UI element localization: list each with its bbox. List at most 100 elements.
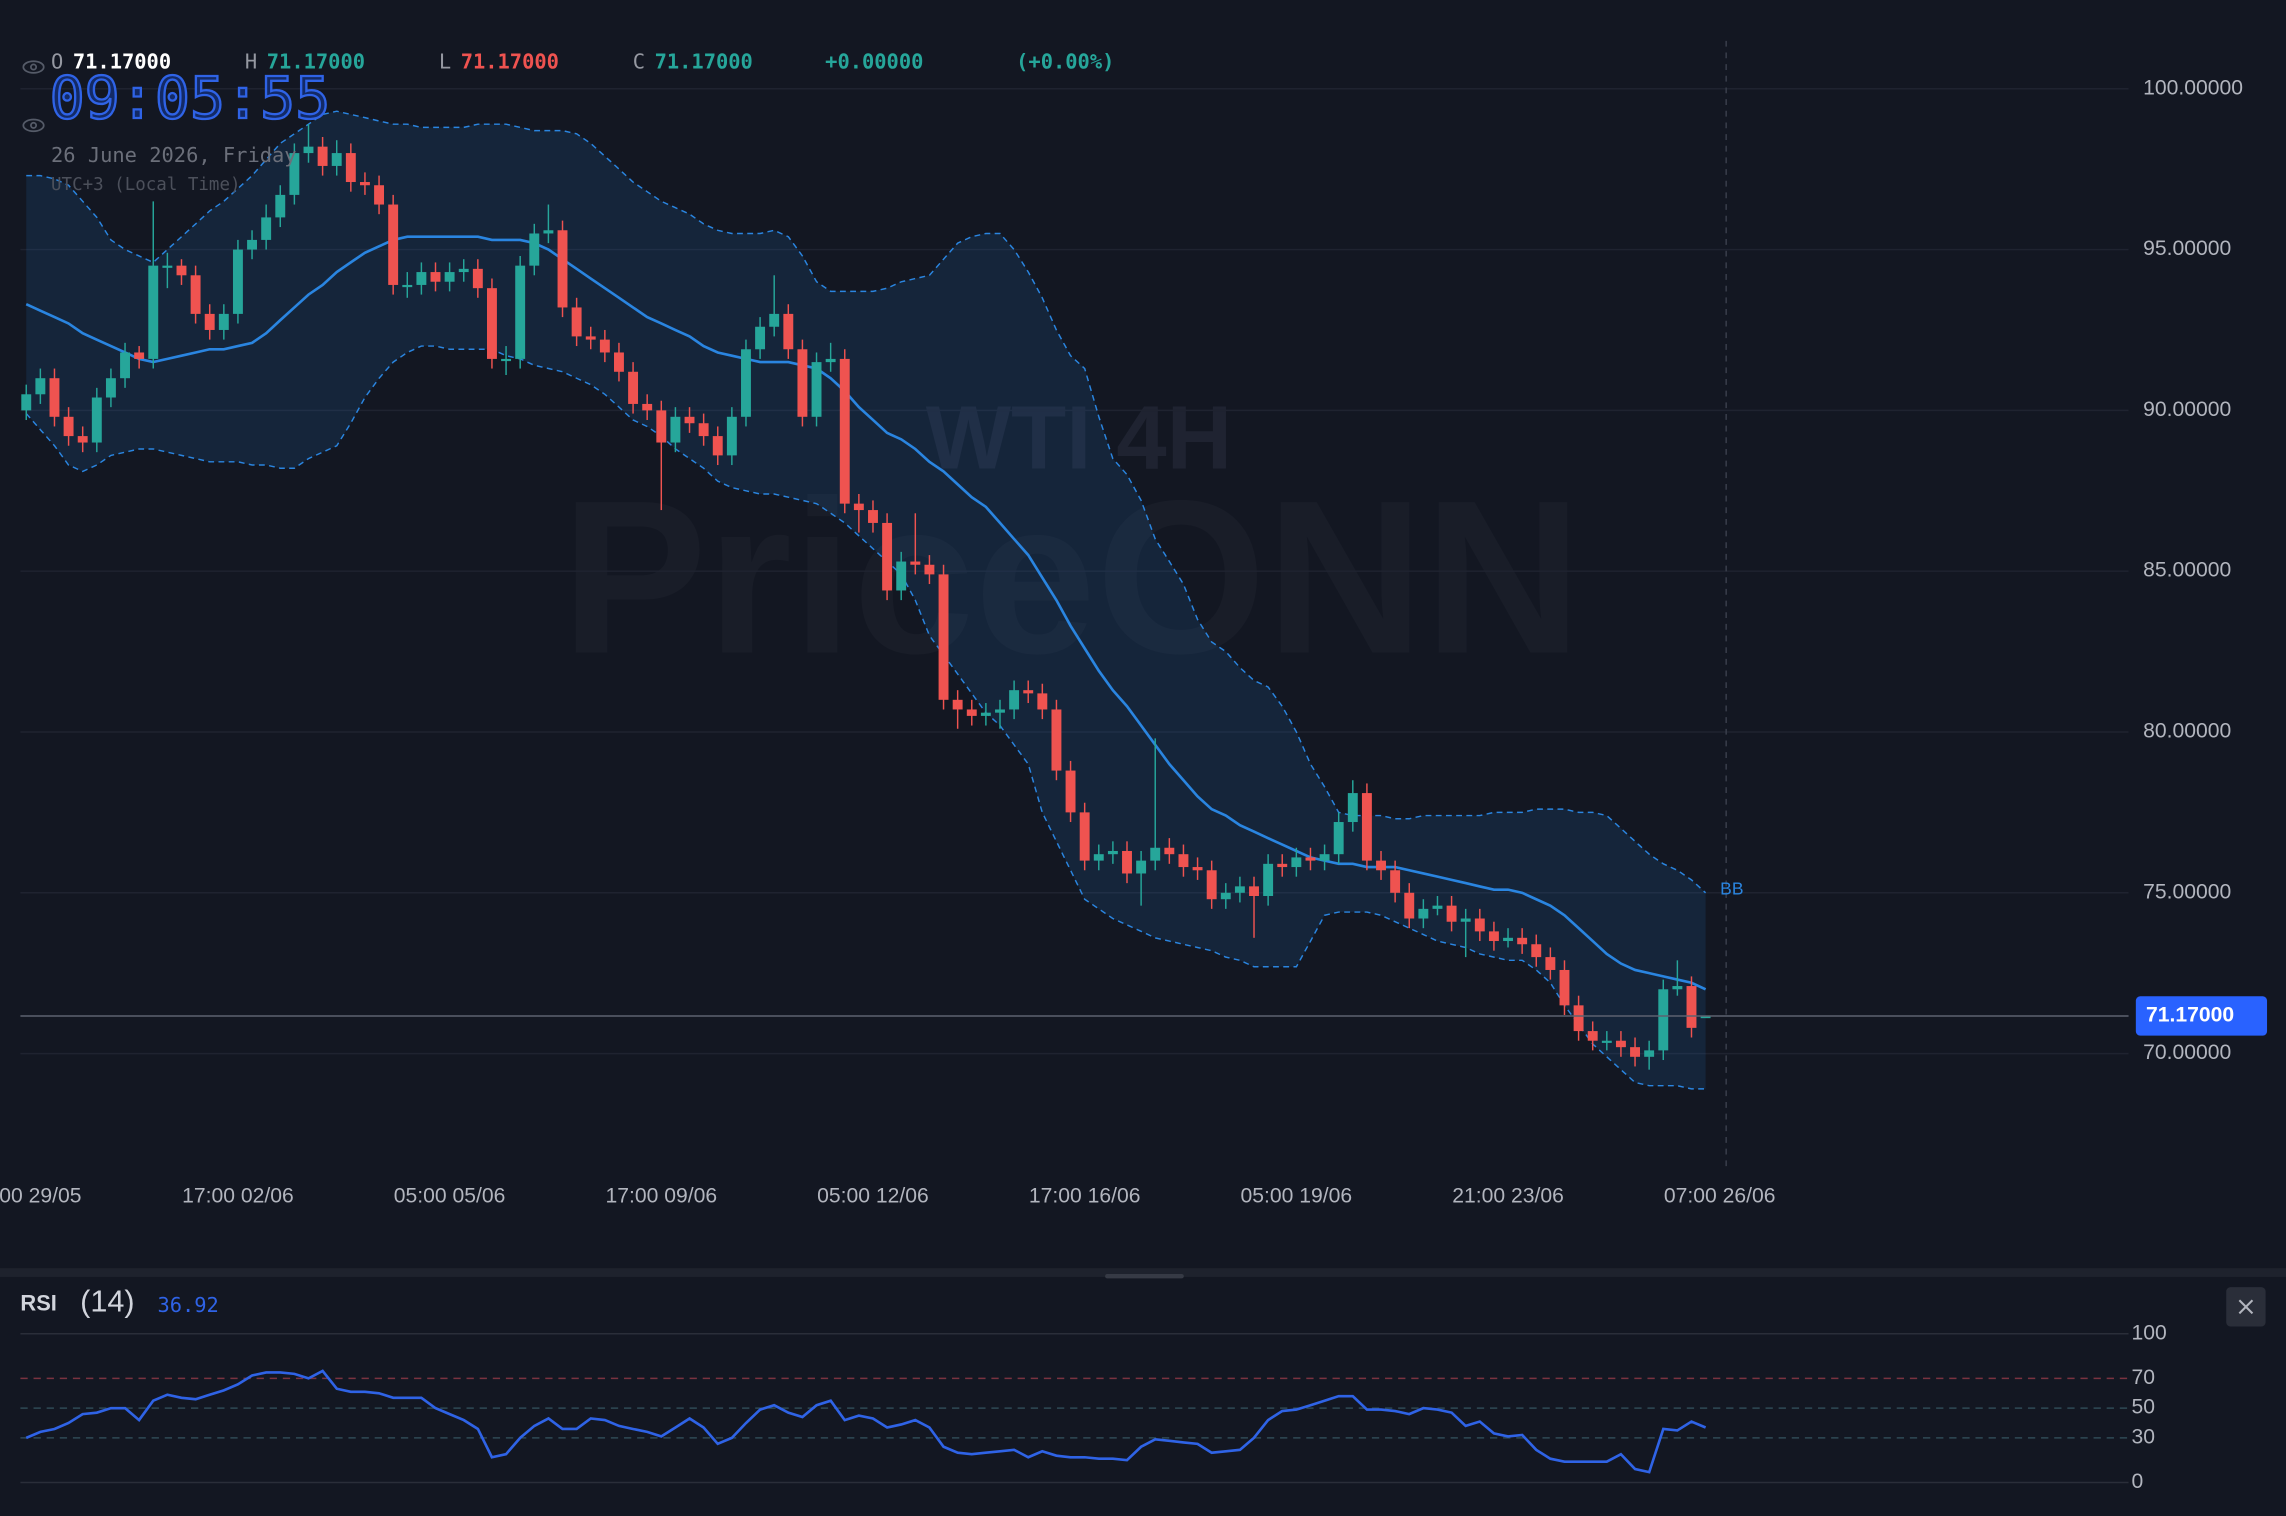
candle-body xyxy=(1686,986,1697,1028)
candle-body xyxy=(1234,886,1245,893)
candle-body xyxy=(1474,918,1485,932)
candle-body xyxy=(1615,1040,1626,1048)
candle-body xyxy=(684,416,695,424)
eye-icon[interactable] xyxy=(22,118,45,133)
candle-body xyxy=(628,371,639,404)
candle-body xyxy=(1079,812,1090,861)
candle-body xyxy=(1249,886,1259,897)
candle-body xyxy=(783,313,794,350)
candle-body xyxy=(1037,693,1048,710)
candle-body xyxy=(811,362,822,417)
candle-body xyxy=(261,217,272,240)
rsi-tick-label: 70 xyxy=(2131,1366,2155,1389)
rsi-tick-label: 0 xyxy=(2131,1470,2143,1493)
candle-body xyxy=(374,185,385,205)
candle-body xyxy=(317,146,328,166)
candle-body xyxy=(1446,905,1457,922)
candle-body xyxy=(825,358,836,363)
candle-body xyxy=(1333,822,1344,855)
y-tick-label: 70.00000 xyxy=(2143,1041,2231,1064)
candle-body xyxy=(1573,1005,1584,1032)
candle-body xyxy=(1220,892,1231,900)
candle-body xyxy=(444,272,455,282)
candle-body xyxy=(1488,931,1499,942)
candle-body xyxy=(656,410,667,443)
candle-body xyxy=(1432,905,1443,909)
candle-body xyxy=(515,265,526,359)
y-tick-label: 80.00000 xyxy=(2143,720,2231,743)
candle-body xyxy=(218,313,229,330)
candle-body xyxy=(882,522,893,591)
candle-body xyxy=(938,574,949,700)
candle-body xyxy=(1023,690,1034,694)
rsi-tick-label: 50 xyxy=(2131,1396,2155,1419)
candle-body xyxy=(331,153,342,166)
pane-divider[interactable] xyxy=(0,1268,2286,1277)
candle-body xyxy=(1319,854,1330,861)
candle-body xyxy=(1192,867,1203,871)
candle-body xyxy=(49,378,60,417)
candle-body xyxy=(1065,770,1076,813)
candle-body xyxy=(1503,937,1513,942)
candle-body xyxy=(1672,986,1683,990)
candle-body xyxy=(868,510,878,523)
candle-body xyxy=(1178,854,1189,868)
candle-body xyxy=(1093,854,1104,861)
band-lower xyxy=(25,345,1706,1090)
candle-body xyxy=(614,352,624,372)
candle-body xyxy=(388,204,399,285)
candle-body xyxy=(670,416,681,443)
ohlc-value: 71.17000 xyxy=(267,50,365,74)
candle-body xyxy=(1150,847,1161,861)
rsi-line xyxy=(25,1369,1707,1474)
x-tick-label: 17:00 02/06 xyxy=(182,1184,294,1207)
candle-body xyxy=(289,153,300,195)
y-tick-label: 75.00000 xyxy=(2143,880,2231,903)
band-fill xyxy=(26,111,1706,1089)
candle-body xyxy=(1700,1015,1711,1019)
candle-body xyxy=(966,709,977,716)
x-tick-label: 05:00 12/06 xyxy=(817,1184,929,1207)
ohlc-key: C xyxy=(633,50,645,74)
candle-body xyxy=(642,403,653,411)
y-tick-label: 85.00000 xyxy=(2143,559,2231,582)
rsi-tick-label: 30 xyxy=(2131,1425,2155,1448)
candle-body xyxy=(416,272,427,285)
candle-body xyxy=(712,436,723,456)
y-tick-label: 95.00000 xyxy=(2143,237,2231,260)
ohlc-value: 71.17000 xyxy=(73,50,171,74)
candle-body xyxy=(896,561,907,591)
candle-body xyxy=(1277,863,1288,868)
change-percent: (+0.00%) xyxy=(1016,50,1114,74)
clock: 09:05:55 xyxy=(50,64,331,132)
date: 26 June 2026, Friday xyxy=(51,143,297,167)
candle-body xyxy=(924,564,935,575)
candle-body xyxy=(1376,860,1386,871)
candle-body xyxy=(585,336,596,340)
candle-body xyxy=(105,378,116,398)
candle-body xyxy=(162,265,173,268)
candle-body xyxy=(726,416,737,456)
ohlc-key: H xyxy=(245,50,257,74)
band-middle xyxy=(25,235,1707,991)
candle-body xyxy=(769,313,780,327)
candle-body xyxy=(1390,870,1401,893)
candle-body xyxy=(1460,918,1471,922)
rsi-tick-label: 100 xyxy=(2131,1321,2166,1344)
close-button[interactable] xyxy=(2226,1287,2266,1327)
candle-body xyxy=(543,230,554,234)
pane-handle[interactable] xyxy=(1105,1274,1184,1279)
candle-body xyxy=(91,397,102,443)
x-tick-label: 21:00 23/06 xyxy=(1452,1184,1564,1207)
candle-body xyxy=(501,358,512,362)
last-price-tag xyxy=(2135,996,2268,1036)
eye-icon[interactable] xyxy=(22,60,45,74)
candle-body xyxy=(486,288,497,359)
candle-body xyxy=(755,326,766,350)
rsi-period: (14) xyxy=(80,1284,134,1318)
candle-body xyxy=(1291,857,1302,868)
candle-body xyxy=(458,268,469,273)
